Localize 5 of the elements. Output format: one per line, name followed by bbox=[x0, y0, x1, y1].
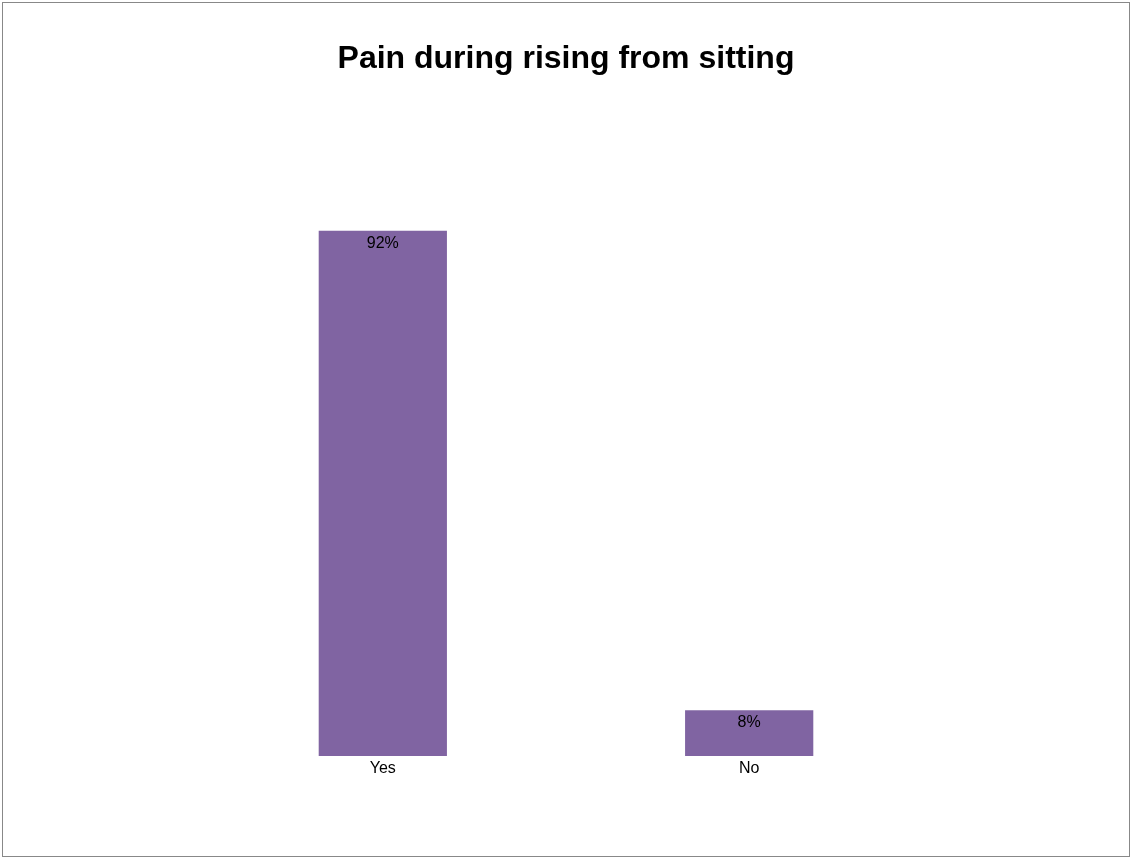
data-label: 8% bbox=[737, 713, 761, 731]
x-tick-label: Yes bbox=[369, 759, 396, 776]
x-tick-label: No bbox=[738, 759, 760, 776]
chart-title: Pain during rising from sitting bbox=[337, 39, 795, 76]
data-label: 92% bbox=[366, 233, 399, 251]
